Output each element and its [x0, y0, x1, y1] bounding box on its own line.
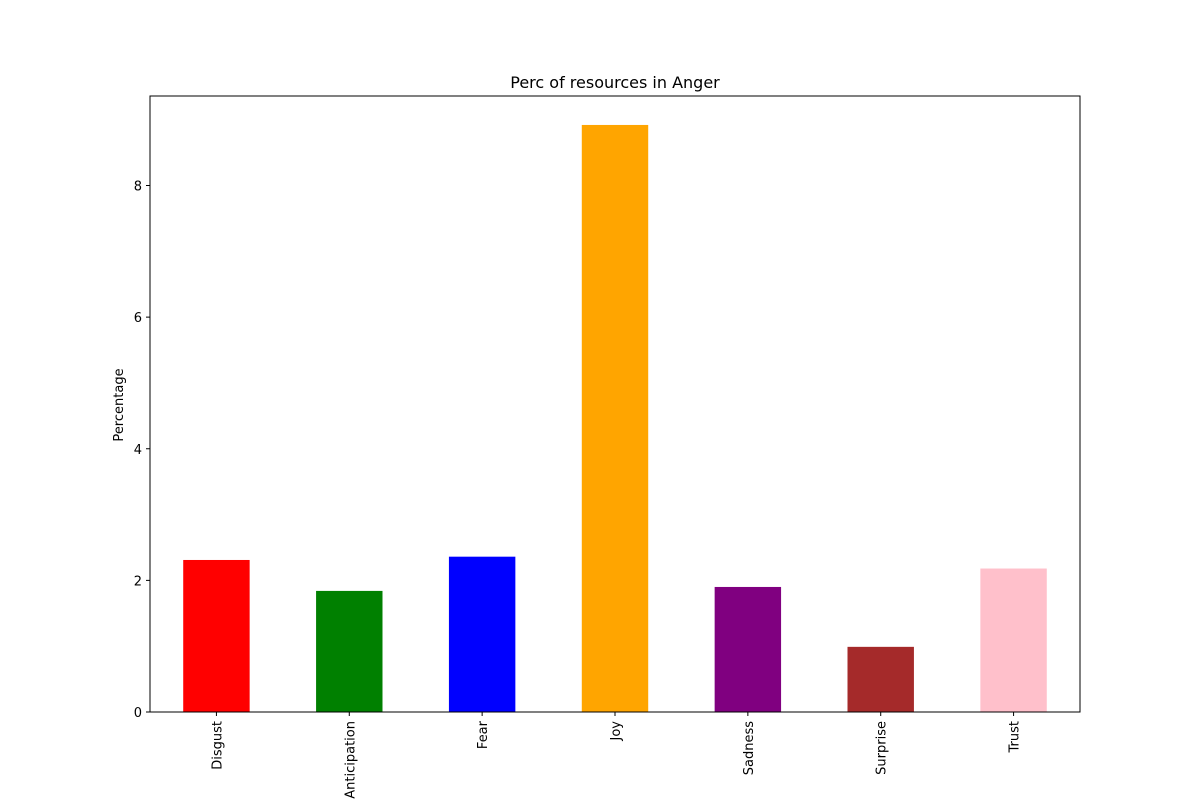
y-axis-label: Percentage	[112, 368, 127, 441]
y-tick-label: 0	[134, 706, 142, 721]
bar-fear	[448, 556, 516, 712]
x-tick-label: Disgust	[210, 721, 225, 770]
x-tick-label: Trust	[1008, 721, 1023, 753]
bar-joy	[581, 124, 649, 712]
plot-area-frame	[149, 95, 1081, 713]
bar-trust	[980, 568, 1047, 712]
x-tick-label: Sadness	[742, 721, 757, 775]
y-tick-label: 2	[134, 574, 142, 589]
y-axis-ticks: 0 2 4 6 8	[134, 180, 150, 721]
x-tick-label: Fear	[476, 720, 491, 749]
bar-anticipation	[316, 590, 383, 712]
bar-surprise	[847, 646, 914, 712]
bar-disgust	[183, 559, 250, 712]
x-axis-ticks: Disgust Anticipation Fear Joy Sadness Surpris…	[210, 712, 1023, 799]
y-tick-label: 6	[134, 311, 142, 326]
bar-sadness	[714, 586, 782, 712]
chart-title: Perc of resources in Anger	[510, 73, 720, 92]
x-tick-label: Joy	[609, 721, 624, 742]
y-tick-label: 8	[134, 180, 142, 195]
x-tick-label: Surprise	[875, 721, 890, 775]
y-tick-label: 4	[134, 443, 142, 458]
x-tick-label: Anticipation	[343, 721, 358, 799]
bars-group	[183, 124, 1047, 712]
